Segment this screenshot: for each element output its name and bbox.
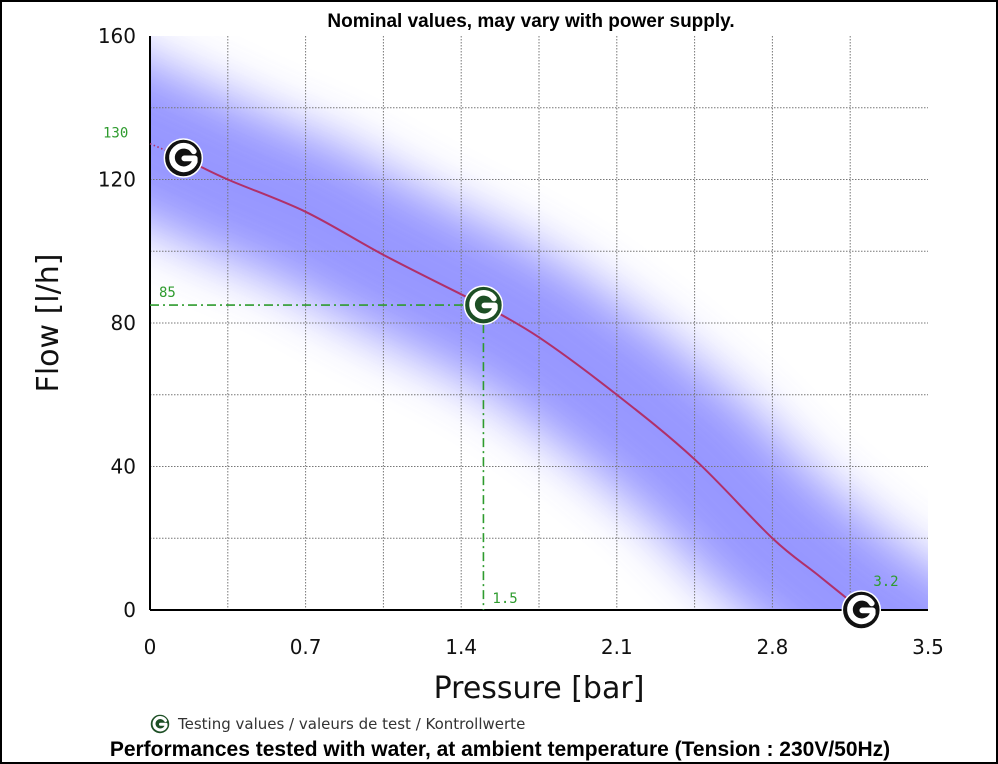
x-axis-title: Pressure [bar] (434, 671, 645, 706)
x-tick-label: 0 (144, 635, 157, 659)
curve-marker-g-icon (163, 138, 204, 178)
x-tick-label: 0.7 (290, 635, 322, 659)
tested-point-g-icon (463, 285, 504, 325)
grid (150, 36, 928, 610)
y-tick-label: 120 (98, 168, 136, 192)
x-tick-label: 2.1 (601, 635, 633, 659)
annotation-label: 3.2 (873, 574, 898, 590)
legend-g-icon (149, 713, 171, 735)
footnote: Performances tested with water, at ambie… (110, 738, 890, 761)
annotation-label: 85 (159, 285, 176, 301)
performance-curve (182, 157, 862, 611)
annotation-label: 1.5 (492, 591, 517, 607)
legend-label: Testing values / valeurs de test / Kontr… (177, 715, 525, 733)
x-tick-label: 2.8 (756, 635, 788, 659)
y-tick-label: 80 (111, 311, 136, 335)
y-axis-title: Flow [l/h] (31, 254, 66, 393)
x-tick-label: 1.4 (445, 635, 477, 659)
curve-marker-g-icon (841, 590, 882, 630)
y-tick-label: 160 (98, 24, 136, 48)
y-tick-label: 0 (123, 598, 136, 622)
y-tick-label: 40 (111, 455, 136, 479)
x-tick-label: 3.5 (912, 635, 944, 659)
chart-title: Nominal values, may vary with power supp… (327, 11, 734, 32)
annotation-label: 130 (103, 126, 128, 142)
